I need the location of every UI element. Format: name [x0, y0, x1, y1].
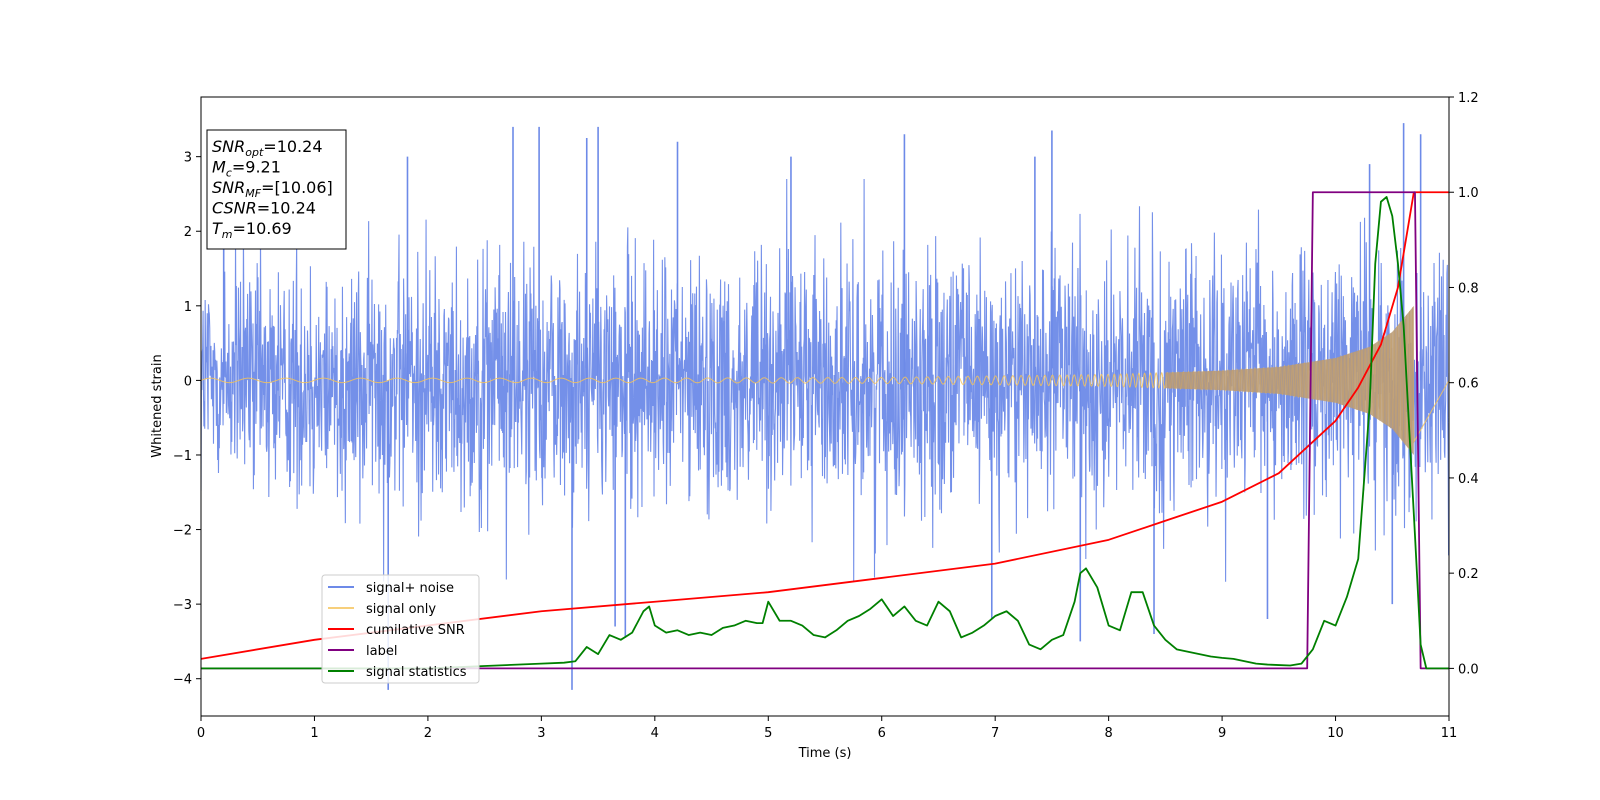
legend-label: label: [366, 644, 397, 659]
y-right-tick-label: 0.8: [1458, 281, 1479, 296]
y-axis-left: −4 −3 −2 −1 0 1 2 3: [173, 151, 201, 688]
y-right-tick-label: 1.2: [1458, 91, 1479, 106]
y-right-tick-label: 0.0: [1458, 662, 1479, 677]
y-axis-label: Whitened strain: [150, 354, 165, 457]
y-left-tick-label: −2: [173, 524, 192, 539]
x-tick-label: 10: [1327, 726, 1344, 741]
y-left-tick-label: 3: [184, 151, 192, 166]
legend-label: signal statistics: [366, 665, 467, 680]
x-tick-label: 2: [424, 726, 432, 741]
x-tick-label: 7: [991, 726, 999, 741]
info-line: CSNR=10.24: [212, 199, 316, 218]
x-axis: 0 1 2 3 4 5 6 7 8 9 10 11: [197, 716, 1457, 741]
plot-area: [201, 123, 1449, 690]
y-left-tick-label: −1: [173, 449, 192, 464]
plot-frame: [200, 96, 1450, 717]
y-right-tick-label: 0.6: [1458, 377, 1479, 392]
series-cumilative-snr: [201, 191, 1449, 660]
x-tick-label: 5: [764, 726, 772, 741]
legend-label: signal only: [366, 602, 436, 617]
x-tick-label: 3: [537, 726, 545, 741]
info-box: SNRopt=10.24Mc=9.21SNRMF=[10.06]CSNR=10.…: [206, 129, 347, 250]
x-tick-label: 0: [197, 726, 205, 741]
legend-frame: [321, 574, 480, 684]
series-label: [201, 191, 1449, 670]
info-line: Tm=10.69: [212, 219, 292, 241]
legend-label: signal+ noise: [366, 581, 454, 596]
y-axis-right: 0.0 0.2 0.4 0.6 0.8 1.0 1.2: [1449, 91, 1479, 677]
x-tick-label: 6: [878, 726, 886, 741]
x-tick-label: 8: [1104, 726, 1112, 741]
y-right-tick-label: 0.2: [1458, 567, 1479, 582]
y-left-tick-label: −4: [173, 673, 192, 688]
series-signal-statistics: [201, 196, 1449, 670]
x-tick-label: 9: [1218, 726, 1226, 741]
noise-trace: [201, 179, 1449, 582]
y-right-tick-label: 1.0: [1458, 186, 1479, 201]
x-tick-label: 4: [651, 726, 659, 741]
info-box-frame: [206, 129, 347, 250]
x-axis-label: Time (s): [798, 746, 852, 761]
x-tick-label: 11: [1441, 726, 1458, 741]
y-right-tick-label: 0.4: [1458, 472, 1479, 487]
series-signal-only: [201, 305, 1449, 455]
info-line: SNRMF=[10.06]: [212, 178, 333, 200]
y-left-tick-label: −3: [173, 598, 192, 613]
legend: signal+ noise signal only cumilative SNR la…: [321, 574, 480, 684]
y-left-tick-label: 2: [184, 225, 192, 240]
y-left-tick-label: 1: [184, 300, 192, 315]
x-tick-label: 1: [310, 726, 318, 741]
legend-label: cumilative SNR: [366, 623, 465, 638]
series-signal-noise: [201, 123, 1449, 690]
chirp-envelope: [1165, 305, 1414, 455]
info-line: SNRopt=10.24: [212, 137, 323, 159]
info-line: Mc=9.21: [212, 158, 281, 180]
y-left-tick-label: 0: [184, 374, 192, 389]
